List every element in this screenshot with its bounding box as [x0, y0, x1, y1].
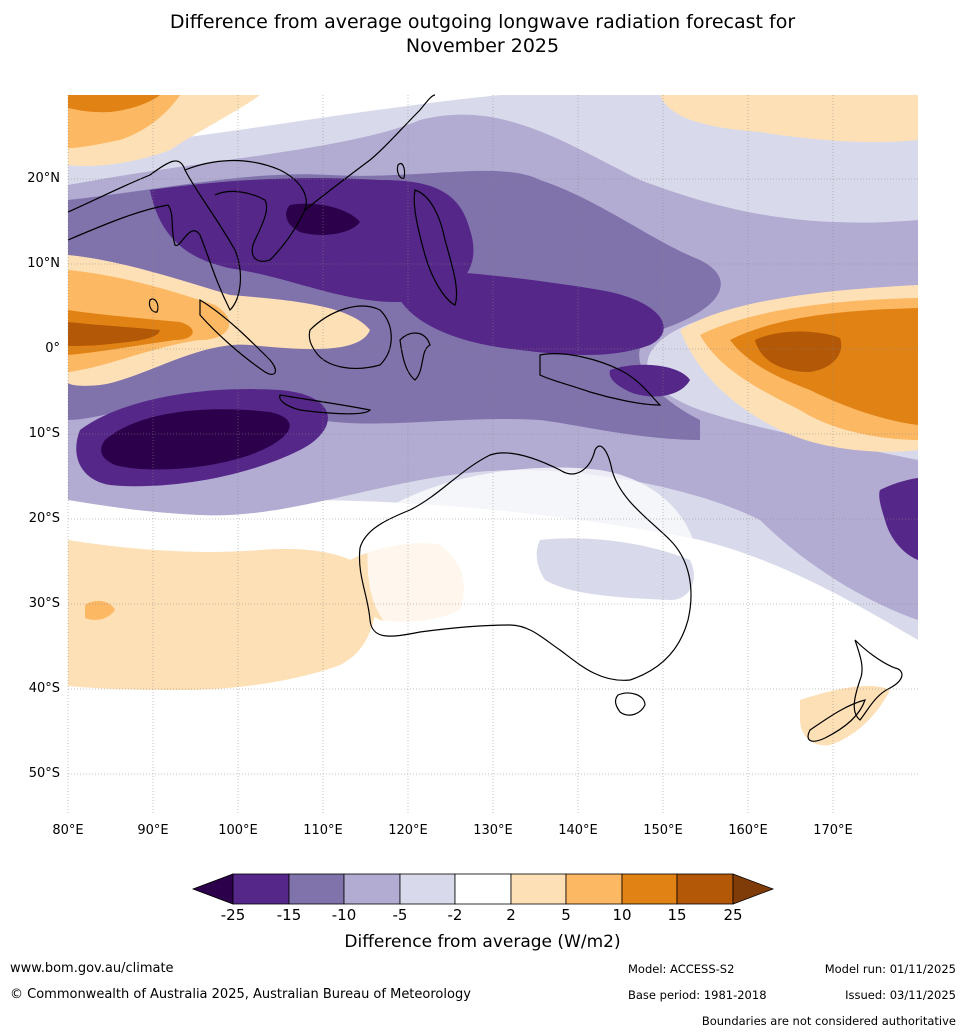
colorbar-swatch: [565, 873, 623, 905]
colorbar-extend-min: [191, 873, 234, 905]
title-line-2: November 2025: [405, 35, 560, 57]
colorbar-tick: -2: [447, 906, 463, 924]
core-purple-north: [150, 178, 474, 303]
lon-label-140e: 140°E: [558, 823, 598, 838]
graticule: [67, 95, 918, 815]
core-purple-east: [879, 478, 918, 560]
footer-issued: Issued: 03/11/2025: [845, 988, 956, 1002]
footer-url[interactable]: www.bom.gov.au/climate: [10, 961, 174, 976]
java-coast: [279, 394, 372, 415]
colorbar-swatch: [399, 873, 456, 905]
lon-label-120e: 120°E: [388, 823, 428, 838]
lat-label-40s: 40°S: [28, 681, 60, 696]
colorbar-swatch: [232, 873, 290, 905]
lon-label-100e: 100°E: [218, 823, 258, 838]
colorbar-tick: -25: [220, 906, 246, 924]
footer-copyright: © Commonwealth of Australia 2025, Austra…: [10, 987, 471, 1002]
new-zealand-south: [807, 699, 866, 742]
lon-label-110e: 110°E: [303, 823, 343, 838]
core-purple-png: [609, 364, 690, 397]
colorbar-swatch: [621, 873, 678, 905]
lon-label-160e: 160°E: [728, 823, 768, 838]
map-title: Difference from average outgoing longwav…: [0, 10, 965, 58]
colorbar-tick: -5: [392, 906, 408, 924]
footer-base-period: Base period: 1981-2018: [628, 988, 767, 1002]
sulawesi-coast: [399, 332, 431, 381]
orange-south-indian-patch: [85, 600, 115, 620]
white-australia: [367, 467, 700, 690]
new-zealand-north: [853, 639, 903, 721]
asia-mainland-coast: [67, 94, 436, 312]
philippines-coast: [413, 189, 458, 306]
colorbar-swatch: [454, 873, 512, 905]
orange-nz: [800, 685, 890, 746]
lat-label-10s: 10°S: [28, 426, 60, 441]
colorbar-tick: 2: [506, 906, 516, 924]
colorbar-tick: 5: [561, 906, 571, 924]
colorbar-swatch: [510, 873, 567, 905]
lon-label-80e: 80°E: [52, 823, 84, 838]
colorbar-tick: 10: [612, 906, 632, 924]
lat-label-0: 0°: [45, 341, 60, 356]
light-purple-eastern-australia: [536, 538, 694, 600]
tasmania-coast: [614, 692, 646, 716]
title-line-1: Difference from average outgoing longwav…: [169, 11, 796, 33]
core-purple-central: [400, 270, 664, 355]
lon-label-90e: 90°E: [137, 823, 169, 838]
borneo-coast: [308, 305, 392, 370]
colorbar-tick: -15: [276, 906, 302, 924]
colorbar-tick: 15: [667, 906, 687, 924]
orange-northeast: [660, 95, 918, 143]
colorbar-swatch: [676, 873, 734, 905]
colorbar-tick: 25: [723, 906, 743, 924]
sri-lanka-coast: [148, 298, 159, 313]
orange-northwest-core: [68, 95, 160, 113]
lat-label-10n: 10°N: [27, 256, 60, 271]
footer-model-run: Model run: 01/11/2025: [824, 962, 956, 976]
orange-south-indian: [68, 540, 380, 690]
sumatra-coast: [199, 298, 277, 375]
colorbar-swatch: [288, 873, 345, 905]
lat-label-20s: 20°S: [28, 511, 60, 526]
taiwan-coast: [396, 162, 406, 179]
colorbar-swatch: [343, 873, 401, 905]
colorbar-label: Difference from average (W/m2): [344, 932, 621, 952]
footer-model: Model: ACCESS-S2: [628, 962, 735, 976]
colorbar-tick: -10: [331, 906, 357, 924]
lon-label-130e: 130°E: [473, 823, 513, 838]
coastlines: [67, 94, 903, 742]
new-guinea-coast: [539, 353, 662, 406]
core-darkest-indian: [101, 409, 290, 470]
orange-west-equator-darkest: [68, 322, 160, 346]
lat-label-50s: 50°S: [28, 766, 60, 781]
lat-label-30s: 30°S: [28, 596, 60, 611]
australia-coast: [358, 445, 692, 681]
colorbar-extend-max: [732, 873, 775, 905]
lon-label-150e: 150°E: [643, 823, 683, 838]
lon-label-170e: 170°E: [813, 823, 853, 838]
lat-label-20n: 20°N: [27, 171, 60, 186]
orange-east-equator-darkest: [755, 331, 842, 372]
footer-disclaimer: Boundaries are not considered authoritat…: [701, 1014, 956, 1028]
